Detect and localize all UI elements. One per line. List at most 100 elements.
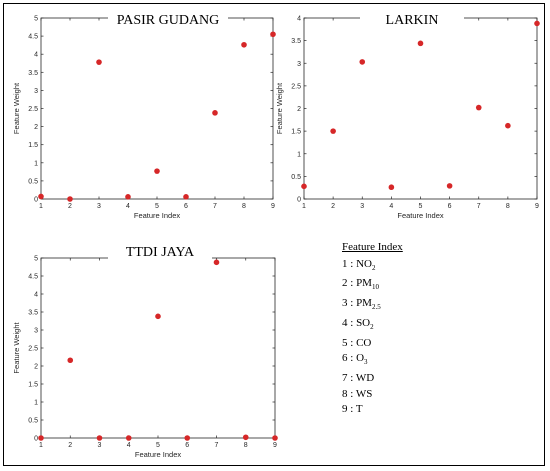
x-tick-label: 7 [213,203,217,210]
y-tick-label: 4.5 [28,274,38,281]
legend-item: 9 : T [342,403,363,416]
data-point [154,168,160,174]
y-tick-label: 4 [34,292,38,299]
x-tick-label: 2 [68,203,72,210]
data-point [125,194,131,200]
legend-item-number: 4 [342,316,348,329]
x-tick-label: 9 [535,203,539,210]
x-tick-label: 2 [68,442,72,449]
y-tick-label: 0.5 [291,174,301,181]
y-tick-label: 3 [297,61,301,68]
y-tick-label: 3.5 [291,38,301,45]
legend-items: 1 : NO2 2 : PM10 3 : PM2.5 4 : SO2 5 : CO 6 :… [342,257,403,418]
y-tick-label: 3 [34,88,38,95]
chart-title: LARKIN [386,13,439,28]
legend-item: 7 : WD [342,372,375,385]
legend-item-name: WD [355,372,375,385]
y-tick-label: 4.5 [28,34,38,41]
data-point [38,435,44,441]
data-point [475,104,482,111]
legend-item-name: CO [356,336,372,349]
y-tick-label: 5 [34,16,38,23]
data-point [417,40,424,47]
x-tick-label: 1 [302,203,306,210]
legend-item-name: O [356,352,365,365]
y-tick-label: 3.5 [28,310,38,317]
x-tick-label: 8 [242,203,246,210]
y-tick-label: 1.5 [28,382,38,389]
y-tick-label: 3 [34,328,38,335]
data-point [213,259,220,266]
y-tick-label: 1.5 [291,129,301,136]
data-point [330,128,336,134]
x-tick-label: 1 [39,442,43,449]
data-point [241,41,247,48]
data-point [125,435,132,441]
axes-box [40,257,276,439]
legend-item-name: WS [355,387,373,400]
legend-item: 6 : O3 [342,352,368,367]
data-point [183,194,189,200]
data-point [270,31,276,38]
data-point [388,184,395,191]
x-axis-label: Feature Index [135,450,182,459]
y-tick-label: 1 [297,151,301,158]
chart-title: PASIR GUDANG [117,13,220,28]
legend-item: 1 : NO2 [342,257,376,272]
legend-item-subscript: 2 [371,263,376,272]
legend-item: 3 : PM2.5 [342,297,381,312]
legend-item-subscript: 3 [364,358,368,367]
x-tick-label: 2 [331,203,335,210]
x-tick-label: 3 [360,203,364,210]
data-point [212,110,218,116]
data-point [96,435,103,441]
x-tick-label: 8 [244,442,248,449]
data-point [155,313,161,320]
legend-item-number: 6 [342,352,348,365]
data-point [67,196,73,202]
y-tick-label: 2.5 [28,106,38,113]
legend-item-name: PM [356,277,372,290]
legend-item: 2 : PM10 [342,277,379,292]
legend-item-number: 7 [342,372,348,385]
legend-item-number: 1 [342,257,348,270]
y-tick-label: 4 [34,52,38,59]
x-tick-label: 7 [477,203,481,210]
x-tick-label: 1 [39,203,43,210]
x-tick-label: 6 [185,442,189,449]
x-tick-label: 3 [97,203,101,210]
y-tick-label: 3.5 [28,70,38,77]
data-point [272,435,278,441]
legend-item-number: 8 [342,387,348,400]
legend-item-number: 5 [342,336,348,349]
x-tick-label: 4 [127,442,131,449]
data-point [96,59,102,65]
chart-title-background [108,241,212,261]
y-tick-label: 4 [297,16,301,23]
x-tick-label: 4 [389,203,393,210]
y-tick-label: 2.5 [28,346,38,353]
legend-item-subscript: 2.5 [371,303,381,312]
x-tick-label: 9 [273,442,277,449]
y-tick-label: 0 [34,197,38,204]
x-tick-label: 9 [271,203,275,210]
y-tick-label: 2 [297,106,301,113]
x-tick-label: 5 [156,442,160,449]
chart-title-background [360,9,464,29]
legend-item-number: 2 [342,277,348,290]
y-tick-label: 0 [34,436,38,443]
y-tick-label: 1.5 [28,142,38,149]
chart-larkin: 1 2 3 4 5 6 7 8 9 0 0.5 1 1.5 2 2.5 3 3.5 4 Feature Index F… [275,9,540,220]
data-point [505,122,511,129]
chart-title-background [108,9,228,29]
legend-item-name: SO [356,316,371,329]
x-tick-label: 4 [126,203,130,210]
y-axis-label: Feature Weight [12,322,21,374]
y-tick-label: 2 [34,124,38,131]
x-axis-label: Feature Index [134,211,181,220]
y-tick-label: 1 [34,160,38,167]
data-point [359,59,366,65]
y-tick-label: 2.5 [291,83,301,90]
legend-item: 4 : SO2 [342,316,374,332]
